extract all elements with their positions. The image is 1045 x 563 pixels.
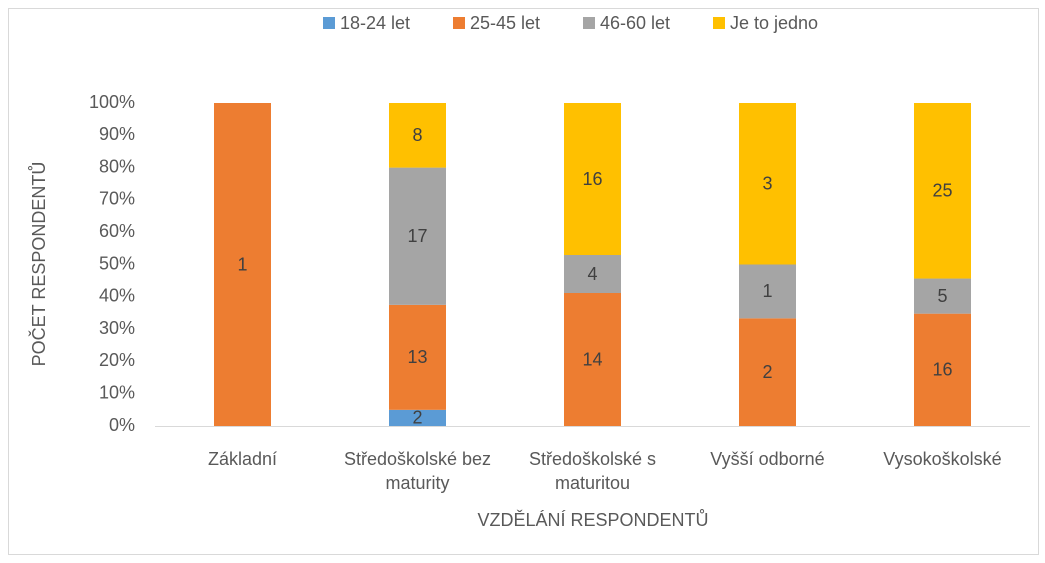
data-label: 16: [932, 360, 952, 380]
bar-segment: [389, 103, 446, 168]
data-label: 4: [587, 264, 597, 284]
legend-swatch: [583, 17, 595, 29]
y-tick-label: 20%: [99, 350, 135, 370]
y-tick-label: 100%: [89, 92, 135, 112]
data-label: 1: [237, 254, 247, 274]
data-label: 17: [407, 226, 427, 246]
chart-frame: [8, 8, 1039, 555]
data-label: 5: [937, 286, 947, 306]
bar-segment: [739, 103, 796, 265]
x-tick-label: Základní: [207, 449, 278, 469]
y-tick-label: 30%: [99, 318, 135, 338]
y-tick-label: 50%: [99, 253, 135, 273]
y-tick-label: 60%: [99, 221, 135, 241]
data-label: 2: [412, 408, 422, 428]
x-axis-title: VZDĚLÁNÍ RESPONDENTŮ: [477, 509, 708, 530]
bar-segment: [739, 264, 796, 319]
data-label: 14: [582, 349, 602, 369]
x-tick-label: Středoškolské s maturitou: [528, 449, 657, 493]
legend-swatch: [713, 17, 725, 29]
bar-segment: [914, 103, 971, 279]
legend-swatch: [323, 17, 335, 29]
data-label: 25: [932, 181, 952, 201]
data-label: 13: [407, 347, 427, 367]
bar-segment: [914, 313, 971, 426]
x-tick-label: Vyšší odborné: [710, 449, 825, 469]
bar-segment: [564, 293, 621, 426]
y-tick-label: 80%: [99, 156, 135, 176]
data-label: 8: [412, 125, 422, 145]
bar-segment: [914, 278, 971, 314]
bar-segment: [214, 103, 271, 426]
bar-segment: [564, 255, 621, 293]
legend-swatch: [453, 17, 465, 29]
x-tick-label: Vysokoškolské: [883, 449, 1002, 469]
legend-label: 46-60 let: [600, 13, 670, 33]
y-axis-title: POČET RESPONDENTŮ: [28, 162, 49, 367]
x-tick-label: Středoškolské bez maturity: [343, 449, 492, 493]
y-tick-label: 70%: [99, 189, 135, 209]
legend-label: Je to jedno: [730, 13, 818, 33]
y-tick-label: 0%: [109, 415, 135, 435]
data-label: 1: [762, 281, 772, 301]
legend-label: 18-24 let: [340, 13, 410, 33]
y-tick-label: 40%: [99, 286, 135, 306]
data-label: 16: [582, 169, 602, 189]
y-tick-label: 90%: [99, 124, 135, 144]
y-tick-label: 10%: [99, 382, 135, 402]
legend-label: 25-45 let: [470, 13, 540, 33]
bar-segment: [389, 409, 446, 426]
data-label: 2: [762, 362, 772, 382]
bar-segment: [564, 103, 621, 255]
data-label: 3: [762, 174, 772, 194]
bar-segment: [389, 167, 446, 305]
bar-segment: [739, 318, 796, 426]
bar-segment: [389, 304, 446, 410]
